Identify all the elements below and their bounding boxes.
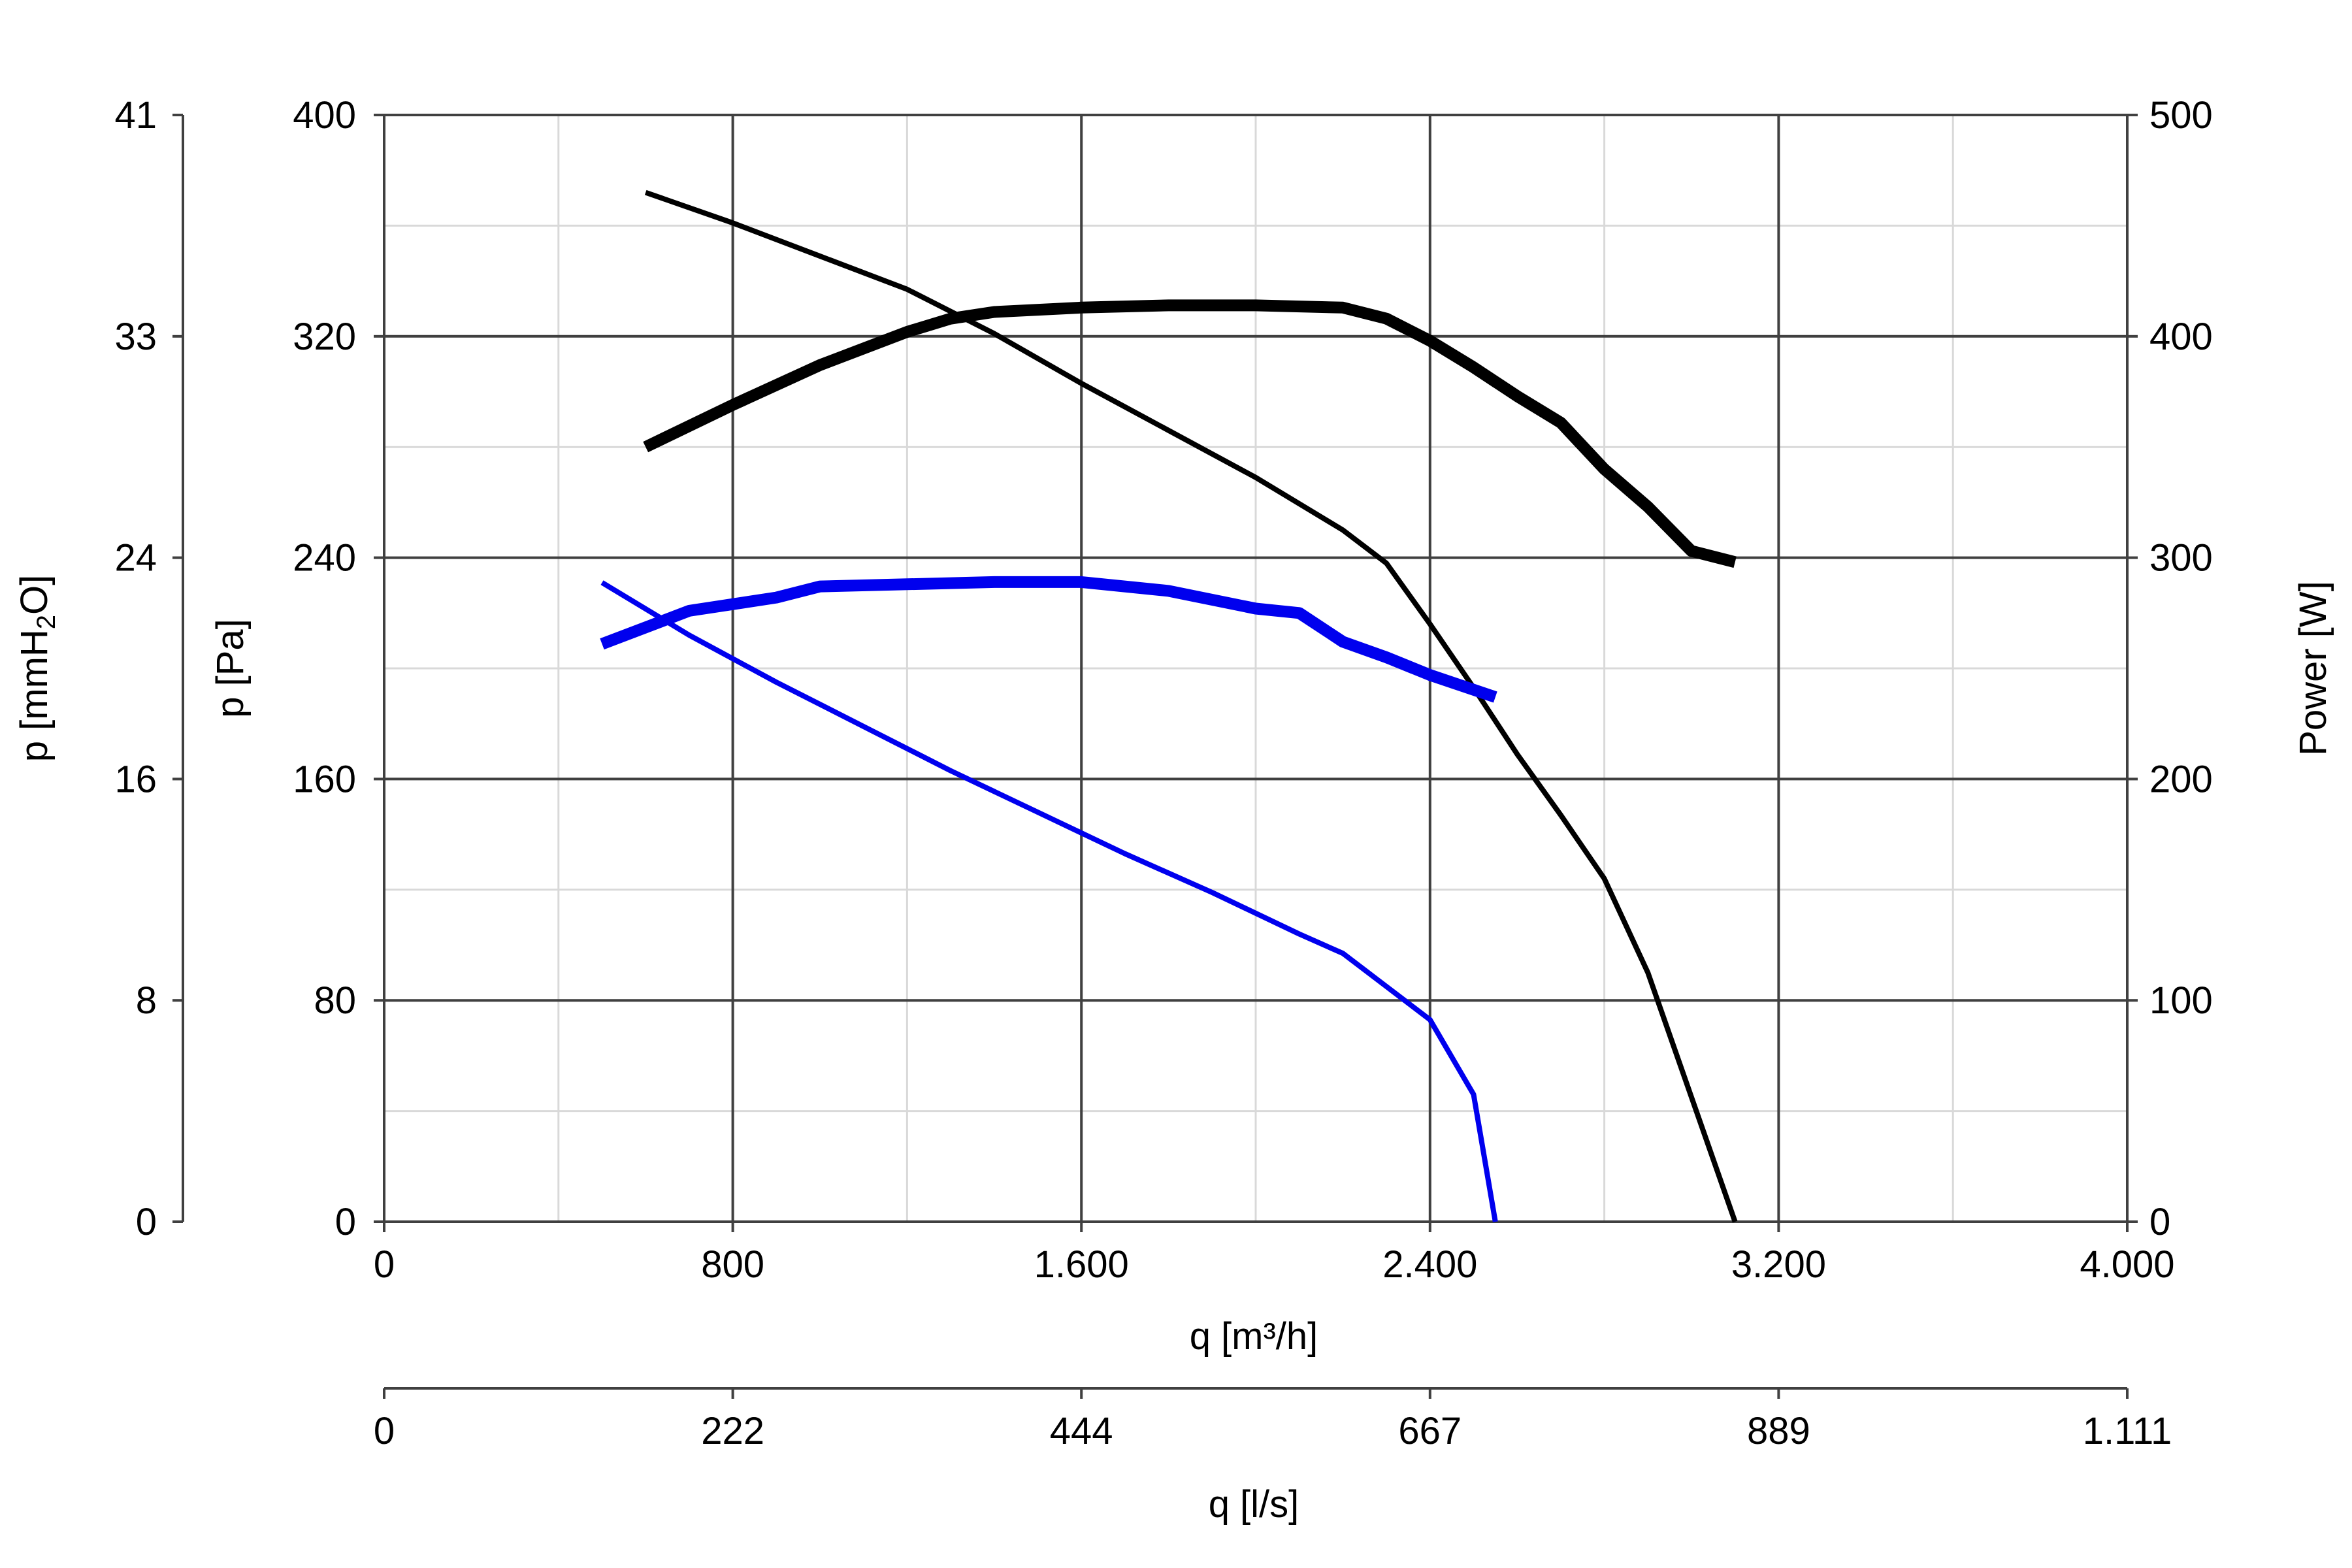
y-tick-label: 400 [293,94,356,137]
black-pressure-curve [644,189,1738,1223]
blue-pressure-curve [600,580,1498,1222]
y2-tick-label: 100 [2149,979,2213,1022]
mmh2o-tick-label: 0 [136,1201,157,1243]
x-tick-label: 800 [701,1243,764,1286]
x-axis-title: q [m³/h] [1190,1315,1318,1358]
y-tick-label: 160 [293,758,356,800]
x-tick-label: 2.400 [1382,1243,1477,1286]
y-tick-label: 240 [293,537,356,580]
mmh2o-tick-label: 33 [114,316,157,358]
mmh2o-title-sub: 2 [32,615,61,629]
x-tick-label: 4.000 [2080,1243,2174,1286]
y-tick-label: 80 [314,979,356,1022]
y-tick-label: 320 [293,316,356,358]
y2-tick-label: 300 [2149,537,2213,580]
x-tick-label: 0 [374,1243,395,1286]
x2-tick-label: 0 [374,1410,395,1452]
axes [172,114,2138,1399]
black-power-curve [643,299,1737,568]
blue-power-curve [600,576,1497,703]
y-axis-title-pa: p [Pa] [209,619,252,718]
x2-tick-label: 1.111 [2083,1410,2172,1452]
mmh2o-tick-label: 41 [114,94,157,137]
mmh2o-tick-label: 24 [114,537,157,580]
y2-tick-label: 400 [2149,316,2213,358]
x2-tick-label: 667 [1398,1410,1462,1452]
y-axis-title-mmh2o: p [mmH2O] [13,575,61,762]
mmh2o-title-end: O] [13,575,56,615]
curves [600,189,1738,1223]
x2-axis-title: q [l/s] [1209,1483,1299,1526]
y2-tick-label: 200 [2149,758,2213,800]
x-tick-label: 1.600 [1034,1243,1129,1286]
mmh2o-tick-label: 8 [136,979,157,1022]
x2-tick-label: 444 [1050,1410,1113,1452]
mmh2o-title-main: p [mmH [13,629,56,762]
x2-tick-label: 222 [701,1410,764,1452]
y-tick-label: 0 [335,1201,356,1243]
y2-axis-title-power: Power [W] [2292,581,2334,756]
grid [383,114,2129,1223]
mmh2o-tick-label: 16 [114,758,157,800]
y2-tick-label: 0 [2149,1201,2170,1243]
y2-tick-label: 500 [2149,94,2213,137]
x2-tick-label: 889 [1747,1410,1810,1452]
x-tick-label: 3.200 [1731,1243,1826,1286]
